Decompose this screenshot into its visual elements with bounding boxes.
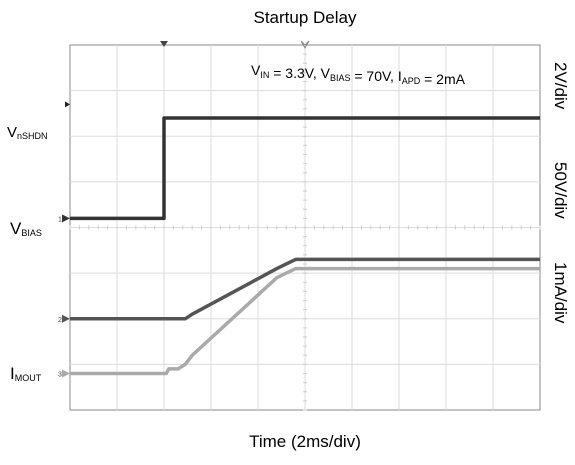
annotation: VIN = 3.3V, VBIAS = 70V, IAPD = 2mA bbox=[251, 62, 466, 87]
channel-number-2: 2 bbox=[58, 317, 62, 324]
trigger-marker bbox=[160, 41, 168, 47]
channel-label-sub: MOUT bbox=[14, 373, 42, 383]
scale-label-ch3: 1mA/div bbox=[551, 262, 570, 324]
trace-bias bbox=[70, 257, 540, 321]
scale-label-ch2: 50V/div bbox=[551, 162, 570, 219]
channel-label-bias: VBIAS bbox=[10, 219, 42, 239]
channel-label-main: V bbox=[10, 219, 22, 238]
channel-label-nshdn: VnSHDN bbox=[7, 124, 48, 141]
markers bbox=[65, 40, 310, 108]
channel-number-3: 3 bbox=[58, 372, 62, 379]
center-marker bbox=[300, 40, 310, 50]
trigger-level-marker bbox=[65, 101, 70, 108]
chart-title: Startup Delay bbox=[253, 8, 357, 27]
channel-number-1: 1 bbox=[58, 216, 62, 223]
grid bbox=[69, 44, 541, 411]
channel-label-sub: BIAS bbox=[21, 228, 42, 238]
trace-mout bbox=[70, 266, 540, 376]
channel-label-sub: nSHDN bbox=[17, 131, 48, 141]
channel-label-main: I bbox=[10, 364, 15, 383]
conditions-annotation: VIN = 3.3V, VBIAS = 70V, IAPD = 2mA bbox=[251, 62, 466, 87]
traces: 1 2 3 bbox=[58, 116, 540, 379]
ground-marker-2 bbox=[62, 314, 70, 323]
channel-label-main: V bbox=[7, 124, 18, 141]
scale-label-ch1: 2V/div bbox=[551, 62, 570, 110]
ground-marker-1 bbox=[62, 214, 70, 223]
trace-nshdn bbox=[70, 116, 540, 221]
x-axis-label: Time (2ms/div) bbox=[249, 432, 361, 451]
ground-marker-3 bbox=[62, 369, 70, 378]
channel-label-mout: IMOUT bbox=[10, 364, 41, 384]
